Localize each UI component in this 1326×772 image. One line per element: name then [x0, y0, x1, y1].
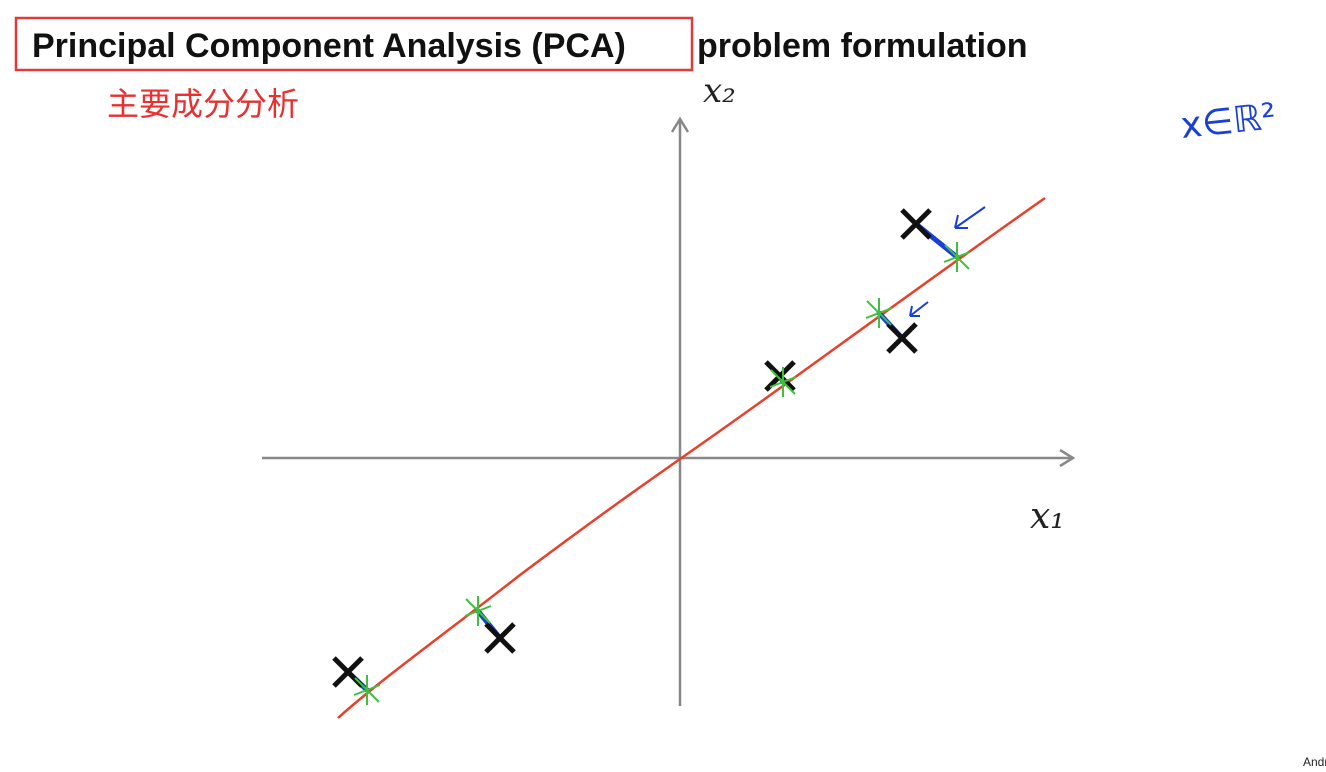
title-highlighted: Principal Component Analysis (PCA)	[32, 27, 626, 65]
hand-arrows	[909, 206, 986, 317]
handwritten-note: x∈ℝ²	[1179, 96, 1278, 147]
axes	[262, 116, 1076, 706]
projected-points	[353, 242, 971, 705]
title-rest: problem formulation	[697, 27, 1028, 65]
annotation-cn: 主要成分分析	[107, 86, 299, 122]
x-axis-label: x₁	[1030, 496, 1065, 537]
highlight-box	[14, 16, 694, 72]
footer: Andrew Ng	[1303, 755, 1326, 769]
data-points	[332, 208, 932, 688]
principal-line	[337, 196, 1046, 719]
y-axis-label: x₂	[703, 71, 736, 111]
